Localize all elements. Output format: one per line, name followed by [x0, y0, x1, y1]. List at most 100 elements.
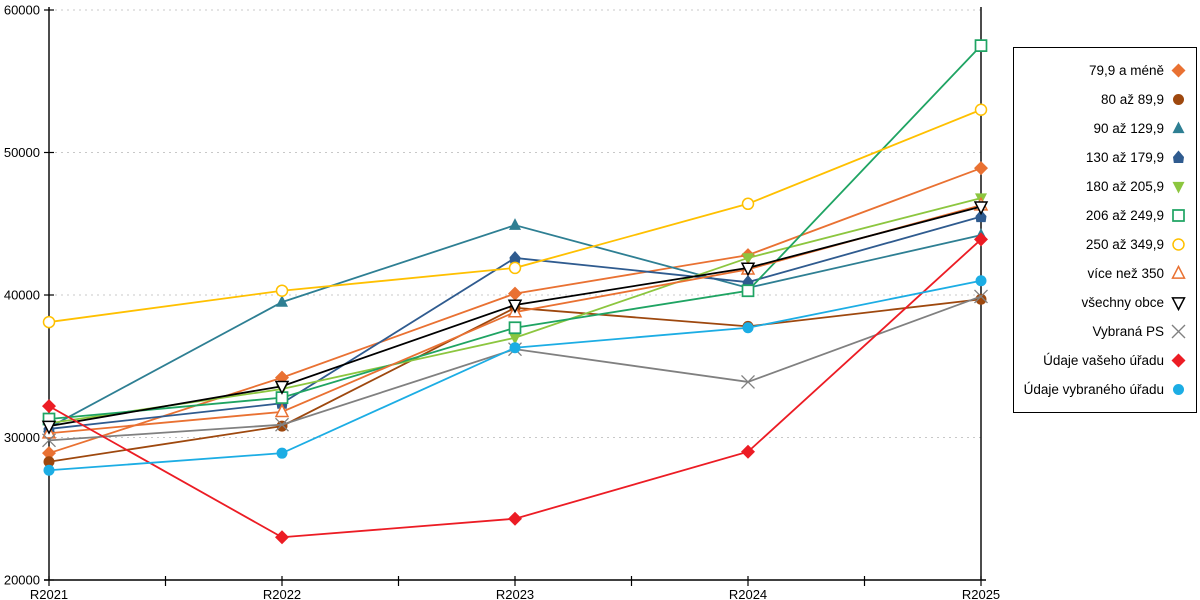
marker-circle-open — [974, 103, 988, 116]
marker-x — [42, 433, 56, 448]
marker-triangle-down-open — [973, 201, 989, 216]
series-250-az-349-9 — [42, 103, 988, 329]
legend-label: Vybraná PS — [1092, 324, 1164, 339]
legend-label: Údaje vybraného úřadu — [1023, 382, 1164, 397]
marker-diamond — [508, 511, 522, 526]
legend-item-udaje-vybraneho-uradu: Údaje vybraného úřadu — [1014, 377, 1196, 403]
y-tick-label: 30000 — [4, 430, 40, 445]
marker-circle-open — [1172, 238, 1185, 251]
legend-marker-pentagon-icon — [1173, 150, 1184, 163]
marker-pentagon — [1173, 150, 1184, 163]
marker-circle-open — [42, 315, 56, 329]
legend-item-vybrana-ps: Vybraná PS — [1014, 319, 1196, 345]
legend-label: 206 až 249,9 — [1085, 208, 1164, 223]
series-vsechny-obce — [41, 201, 989, 435]
marker-triangle-up — [1172, 121, 1185, 134]
x-tick-label: R2023 — [496, 587, 534, 600]
legend-item-130-az-179-9: 130 až 179,9 — [1014, 145, 1196, 171]
legend-marker-circle-open-icon — [1172, 238, 1185, 251]
marker-x — [1171, 324, 1186, 339]
y-tick-label: 20000 — [4, 573, 40, 588]
marker-x — [974, 289, 988, 304]
x-tick-label: R2024 — [729, 587, 767, 600]
chart-legend: 79,9 a méně 80 až 89,9 90 až 129,9 130 až 1… — [1013, 47, 1197, 413]
marker-diamond — [1171, 353, 1186, 368]
marker-triangle-up-open — [274, 403, 290, 418]
marker-triangle-down-open — [274, 380, 290, 395]
marker-circle — [43, 456, 55, 468]
marker-triangle-down — [509, 333, 521, 345]
marker-diamond — [42, 446, 56, 461]
legend-item-180-az-205-9: 180 až 205,9 — [1014, 174, 1196, 200]
legend-label: 90 až 129,9 — [1093, 121, 1164, 136]
marker-square-open — [1172, 209, 1185, 222]
marker-circle — [742, 322, 754, 334]
legend-marker-triangle-down-icon — [1172, 181, 1185, 194]
marker-circle — [975, 275, 987, 287]
legend-marker-triangle-down-open-icon — [1171, 297, 1186, 311]
marker-square-open — [508, 321, 522, 335]
legend-item-79-9-a-mene: 79,9 a méně — [1014, 58, 1196, 84]
legend-marker-x-icon — [1171, 324, 1186, 339]
legend-item-vsechny-obce: všechny obce — [1014, 290, 1196, 316]
marker-circle — [276, 420, 288, 432]
marker-triangle-down-open — [507, 299, 523, 314]
marker-square-open — [741, 284, 755, 298]
legend-marker-triangle-up-icon — [1172, 121, 1185, 134]
x-tick-label: R2025 — [962, 587, 1000, 600]
marker-circle — [1173, 384, 1184, 395]
y-tick-label: 50000 — [4, 145, 40, 160]
y-axis-labels: 20000 30000 40000 50000 60000 — [4, 3, 54, 588]
legend-marker-circle-icon — [1173, 94, 1184, 105]
legend-label: 130 až 179,9 — [1085, 150, 1164, 165]
marker-square-open — [275, 391, 289, 404]
y-tick-label: 60000 — [4, 3, 40, 18]
legend-marker-triangle-up-open-icon — [1171, 265, 1186, 279]
legend-label: 250 až 349,9 — [1085, 237, 1164, 252]
legend-label: více než 350 — [1087, 266, 1164, 281]
legend-label: 180 až 205,9 — [1085, 179, 1164, 194]
marker-pentagon — [975, 209, 987, 223]
y-tick-label: 40000 — [4, 288, 40, 303]
marker-triangle-up — [509, 218, 521, 230]
legend-item-250-az-349-9: 250 až 349,9 — [1014, 232, 1196, 258]
marker-triangle-down-open — [1171, 297, 1186, 311]
legend-item-90-az-129-9: 90 až 129,9 — [1014, 116, 1196, 142]
series-udaje-vaseho-uradu — [42, 232, 988, 545]
legend-marker-circle-icon — [1173, 384, 1184, 395]
marker-triangle-up-open — [1171, 265, 1186, 279]
legend-item-80-az-89-9: 80 až 89,9 — [1014, 87, 1196, 113]
x-tick-label: R2022 — [263, 587, 301, 600]
marker-triangle-down — [742, 253, 754, 265]
series-80-az-89-9 — [43, 293, 987, 468]
legend-marker-square-open-icon — [1172, 209, 1185, 222]
marker-diamond — [508, 286, 522, 301]
marker-triangle-down — [1172, 181, 1185, 194]
marker-circle — [1173, 94, 1184, 105]
marker-diamond — [42, 399, 56, 414]
marker-pentagon — [509, 250, 521, 264]
marker-triangle-up — [276, 295, 288, 307]
marker-x — [275, 417, 289, 432]
x-axis-labels: R2021 R2022 R2023 R2024 R2025 — [30, 576, 1000, 600]
legend-item-udaje-vaseho-uradu: Údaje vašeho úřadu — [1014, 348, 1196, 374]
legend-label: Údaje vašeho úřadu — [1043, 353, 1164, 368]
marker-diamond — [974, 232, 988, 247]
legend-item-206-az-249-9: 206 až 249,9 — [1014, 203, 1196, 229]
marker-circle-open — [275, 284, 289, 297]
marker-circle — [276, 447, 288, 459]
marker-triangle-down-open — [740, 262, 756, 277]
legend-label: všechny obce — [1081, 295, 1164, 310]
series-vice-nez-350 — [41, 196, 989, 439]
legend-marker-diamond-icon — [1171, 63, 1186, 78]
marker-diamond — [741, 444, 755, 459]
legend-item-vice-nez-350: více než 350 — [1014, 261, 1196, 287]
marker-circle — [509, 342, 521, 354]
legend-label: 80 až 89,9 — [1100, 92, 1164, 107]
marker-square-open — [974, 39, 988, 52]
marker-diamond — [1171, 63, 1186, 78]
x-tick-label: R2021 — [30, 587, 68, 600]
legend-marker-diamond-icon — [1171, 353, 1186, 368]
